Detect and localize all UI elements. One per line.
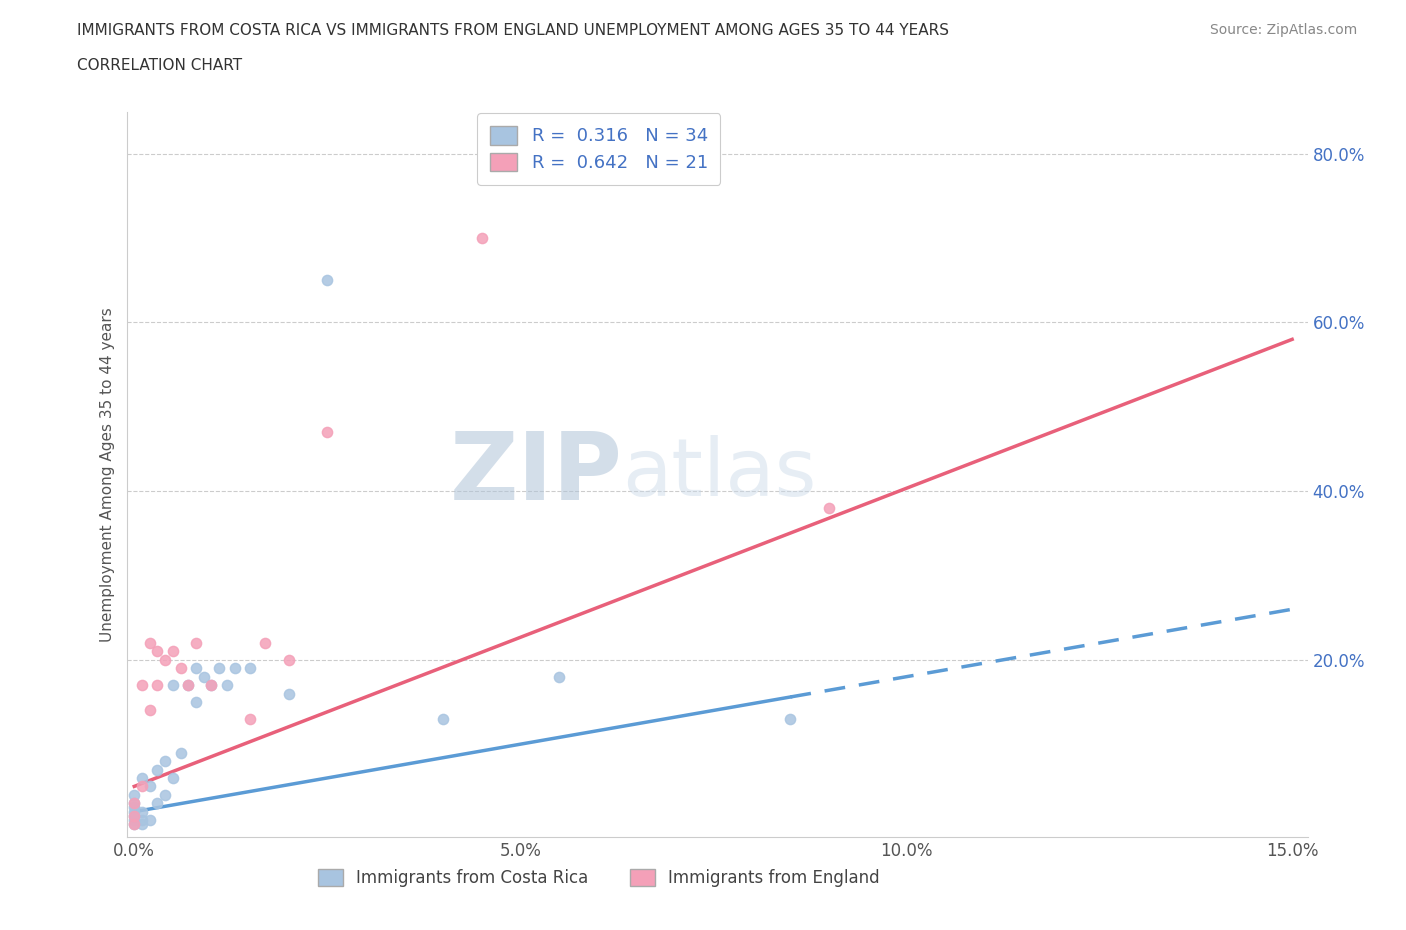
Text: CORRELATION CHART: CORRELATION CHART [77, 58, 242, 73]
Text: Source: ZipAtlas.com: Source: ZipAtlas.com [1209, 23, 1357, 37]
Point [153, 753, 176, 768]
Point [239, 661, 262, 676]
Point [162, 771, 184, 786]
Text: atlas: atlas [623, 435, 817, 513]
Point [122, 796, 145, 811]
Text: IMMIGRANTS FROM COSTA RICA VS IMMIGRANTS FROM ENGLAND UNEMPLOYMENT AMONG AGES 35: IMMIGRANTS FROM COSTA RICA VS IMMIGRANTS… [77, 23, 949, 38]
Point [200, 678, 222, 693]
Point [193, 670, 215, 684]
Point [818, 500, 841, 515]
Point [122, 788, 145, 803]
Point [177, 678, 200, 693]
Point [131, 678, 153, 693]
Point [208, 661, 231, 676]
Point [471, 231, 494, 246]
Point [131, 771, 153, 786]
Point [200, 678, 222, 693]
Point [146, 762, 169, 777]
Point [162, 644, 184, 658]
Point [122, 813, 145, 828]
Point [122, 804, 145, 819]
Point [215, 678, 238, 693]
Point [138, 813, 160, 828]
Point [131, 817, 153, 831]
Point [153, 788, 176, 803]
Point [138, 779, 160, 794]
Point [131, 779, 153, 794]
Point [146, 678, 169, 693]
Point [146, 644, 169, 658]
Point [316, 272, 339, 287]
Legend: Immigrants from Costa Rica, Immigrants from England: Immigrants from Costa Rica, Immigrants f… [311, 862, 887, 894]
Point [184, 635, 207, 650]
Point [277, 686, 299, 701]
Point [162, 678, 184, 693]
Point [779, 711, 801, 726]
Point [277, 653, 299, 668]
Point [122, 808, 145, 823]
Point [432, 711, 454, 726]
Point [254, 635, 277, 650]
Text: ZIP: ZIP [450, 429, 623, 520]
Point [169, 745, 191, 760]
Point [153, 653, 176, 668]
Point [122, 817, 145, 831]
Point [122, 808, 145, 823]
Point [177, 678, 200, 693]
Point [184, 661, 207, 676]
Point [131, 804, 153, 819]
Point [138, 703, 160, 718]
Point [239, 711, 262, 726]
Y-axis label: Unemployment Among Ages 35 to 44 years: Unemployment Among Ages 35 to 44 years [100, 307, 115, 642]
Point [138, 635, 160, 650]
Point [131, 813, 153, 828]
Point [169, 661, 191, 676]
Point [146, 796, 169, 811]
Point [122, 817, 145, 831]
Point [184, 695, 207, 710]
Point [122, 800, 145, 815]
Point [122, 796, 145, 811]
Point [547, 670, 569, 684]
Point [224, 661, 246, 676]
Point [316, 425, 339, 440]
